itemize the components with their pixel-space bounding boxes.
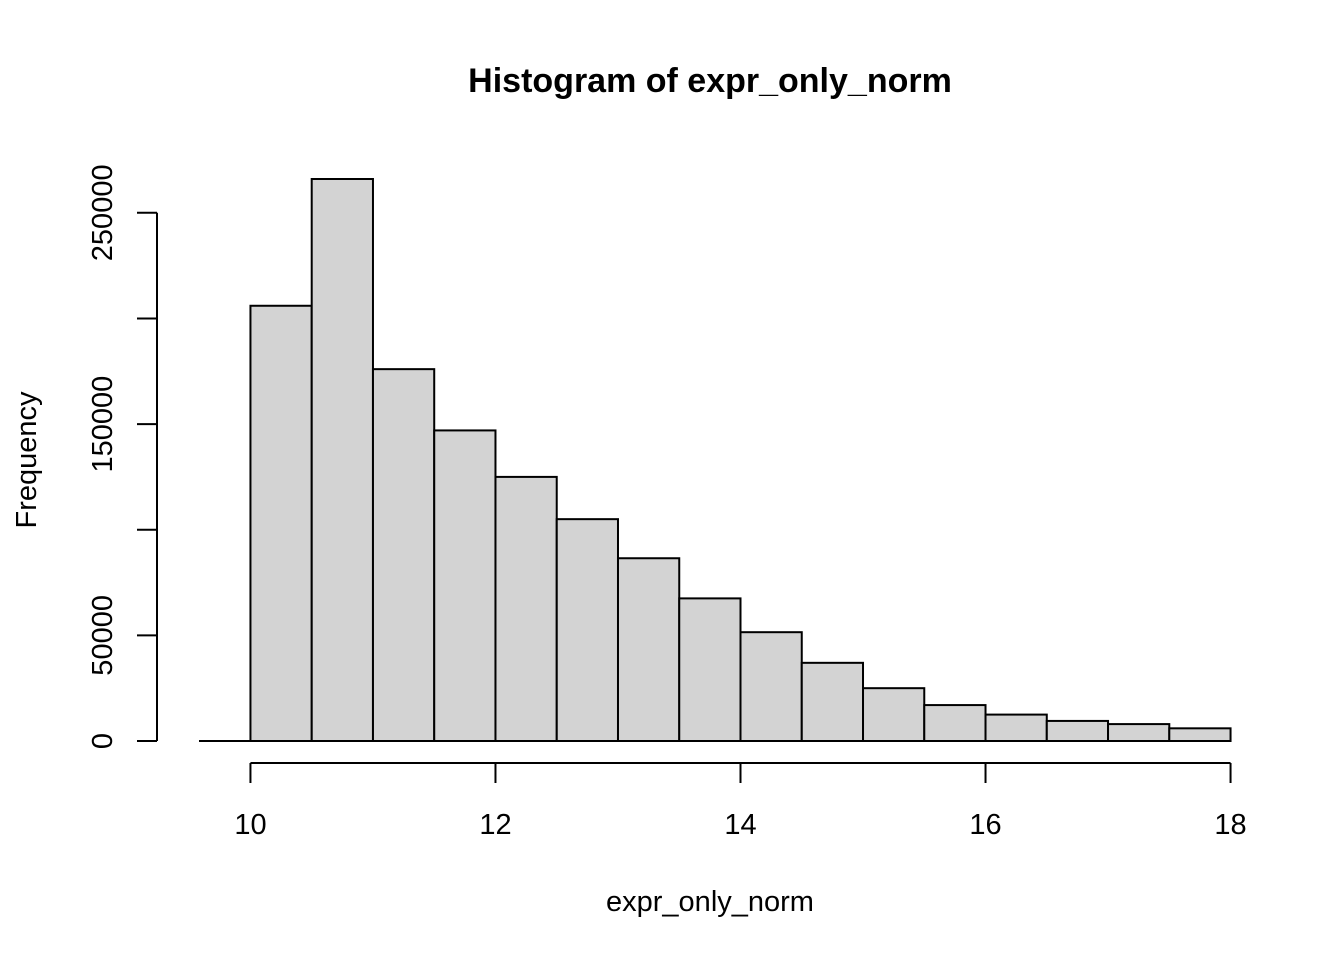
x-tick-label: 14 [724,809,756,841]
histogram-bar [800,661,865,743]
histogram-bar [739,631,803,742]
histogram-bar [984,713,1048,742]
x-axis: 10 12 14 16 18 [234,762,1247,841]
x-tick-label: 16 [969,809,1001,841]
x-tick-label: 12 [479,809,511,841]
x-tick-label: 10 [234,809,266,841]
bars-group [199,178,1232,743]
y-tick-label: 50000 [87,595,119,676]
chart-title: Histogram of expr_only_norm [468,62,952,100]
histogram-bar [433,429,497,742]
histogram-bar [494,475,558,742]
histogram-bar [616,557,681,743]
histogram-bar [1107,723,1171,742]
y-tick-label: 250000 [87,164,119,261]
x-axis-label: expr_only_norm [606,886,814,918]
histogram-bar [310,178,374,742]
histogram-bar [249,304,313,742]
histogram-bar [555,518,619,742]
y-axis: 0 50000 150000 250000 [87,164,158,749]
histogram-bar [678,597,742,742]
y-tick-label: 0 [87,733,119,749]
histogram-bar [923,704,987,742]
y-axis-label: Frequency [11,391,43,529]
histogram-bar [862,687,926,743]
histogram-bar [371,368,436,742]
x-tick-label: 18 [1214,809,1246,841]
histogram-bar [1045,719,1110,743]
histogram-bar [1168,727,1232,742]
y-tick-label: 150000 [87,376,119,473]
